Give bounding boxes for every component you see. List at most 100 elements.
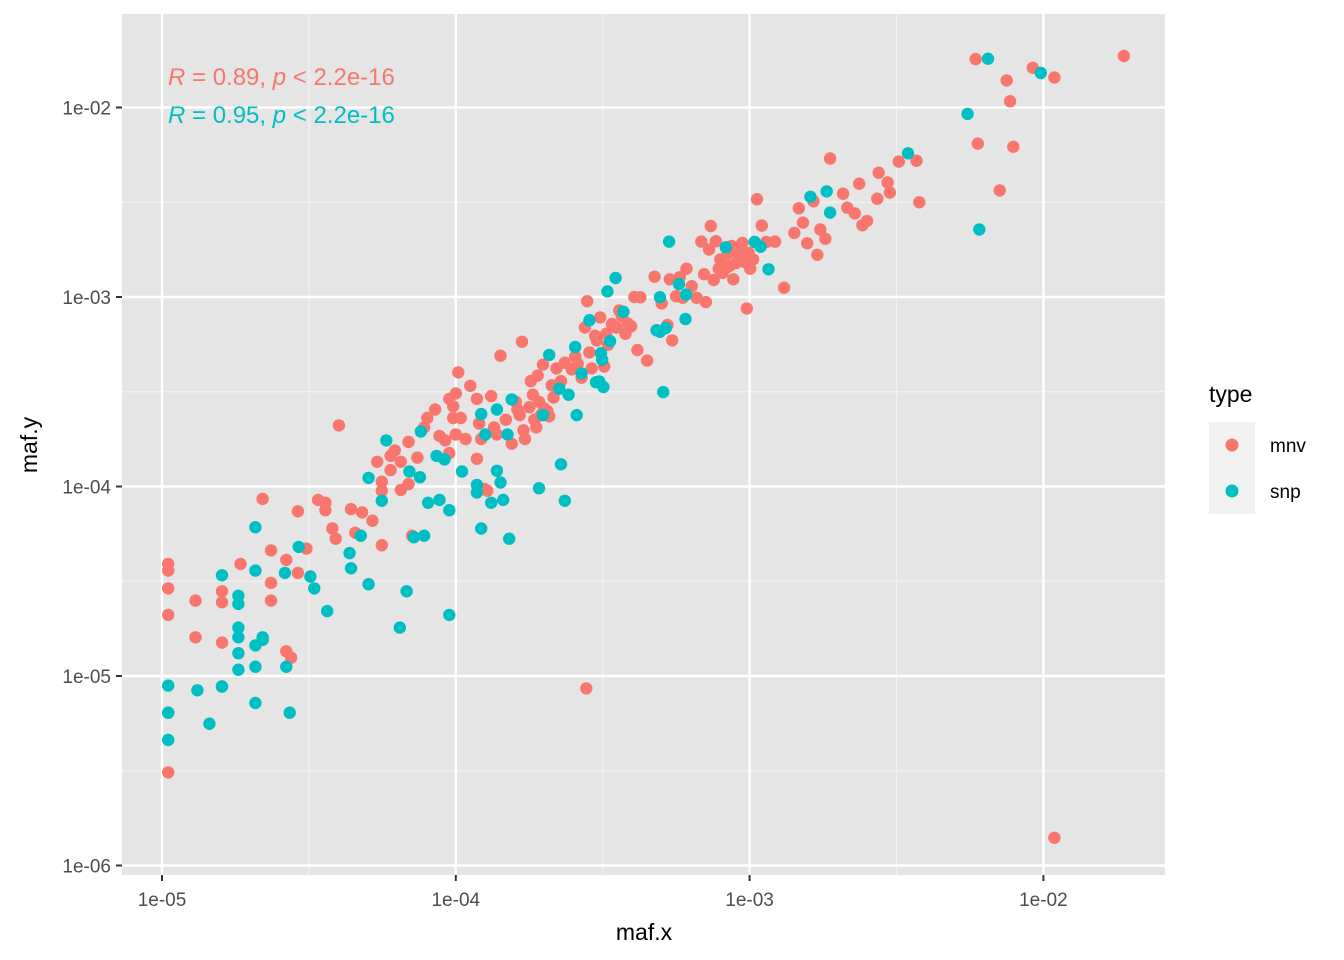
- data-point-mnv: [536, 358, 550, 371]
- data-point-snp: [543, 348, 556, 362]
- data-point-mnv: [490, 428, 504, 441]
- data-point-mnv: [264, 594, 278, 607]
- x-axis-title: maf.x: [616, 919, 673, 945]
- data-point-mnv: [394, 455, 407, 468]
- data-point-mnv: [993, 184, 1006, 197]
- data-point-mnv: [823, 152, 837, 165]
- data-point-snp: [400, 585, 413, 598]
- data-point-mnv: [291, 566, 305, 580]
- data-point-snp: [292, 540, 305, 554]
- x-axis: 1e-05 1e-04 1e-03 1e-02: [138, 875, 1068, 911]
- data-point-mnv: [375, 484, 388, 497]
- annotation-p-symbol: p: [272, 64, 286, 91]
- data-point-mnv: [666, 334, 679, 347]
- data-point-mnv: [910, 154, 923, 167]
- data-point-mnv: [447, 400, 460, 413]
- annotation-p-value: < 2.2e-16: [286, 102, 395, 129]
- data-point-mnv: [750, 193, 764, 206]
- data-point-snp: [232, 647, 245, 660]
- data-point-snp: [256, 631, 269, 644]
- x-tick-label: 1e-05: [138, 890, 187, 911]
- data-point-mnv: [580, 682, 593, 695]
- data-point-mnv: [215, 596, 229, 609]
- data-point-snp: [393, 621, 406, 634]
- data-point-snp: [558, 494, 571, 507]
- data-point-snp: [762, 263, 775, 276]
- data-point-mnv: [518, 432, 532, 446]
- data-point-mnv: [481, 484, 494, 497]
- data-point-snp: [672, 277, 686, 291]
- data-point-mnv: [740, 302, 753, 315]
- data-point-mnv: [388, 444, 401, 457]
- data-point-snp: [215, 569, 229, 582]
- data-point-snp: [653, 291, 667, 304]
- data-point-mnv: [796, 216, 810, 229]
- legend-title: type: [1209, 381, 1252, 407]
- data-point-snp: [203, 717, 216, 730]
- data-point-snp: [215, 680, 229, 693]
- data-point-mnv: [452, 366, 465, 379]
- data-point-snp: [617, 305, 630, 318]
- data-point-snp: [570, 408, 583, 422]
- data-point-mnv: [736, 236, 749, 250]
- data-point-snp: [362, 578, 375, 591]
- data-point-snp: [249, 696, 262, 710]
- data-point-snp: [479, 428, 492, 441]
- data-point-snp: [662, 235, 676, 248]
- data-point-mnv: [264, 576, 278, 590]
- data-point-mnv: [583, 346, 596, 359]
- data-point-snp: [278, 566, 292, 580]
- data-point-mnv: [624, 320, 638, 333]
- data-point-snp: [417, 529, 431, 542]
- data-point-mnv: [697, 268, 711, 281]
- data-point-mnv: [811, 248, 824, 261]
- data-point-mnv: [439, 434, 452, 447]
- data-point-snp: [823, 206, 837, 219]
- data-point-mnv: [189, 631, 202, 644]
- y-tick-label: 1e-06: [62, 857, 111, 878]
- data-point-mnv: [788, 226, 801, 240]
- data-point-snp: [657, 385, 670, 399]
- data-point-mnv: [499, 413, 512, 426]
- data-point-mnv: [162, 608, 175, 622]
- data-point-snp: [475, 522, 488, 535]
- data-point-snp: [901, 147, 915, 160]
- data-point-snp: [820, 185, 833, 198]
- data-point-mnv: [523, 401, 536, 414]
- x-tick-label: 1e-04: [431, 890, 480, 911]
- data-point-snp: [494, 476, 507, 489]
- data-point-mnv: [449, 428, 462, 441]
- data-point-mnv: [648, 270, 661, 283]
- data-point-snp: [679, 312, 692, 326]
- data-point-snp: [475, 407, 488, 421]
- data-point-snp: [414, 425, 427, 438]
- data-point-snp: [1034, 66, 1048, 80]
- data-point-mnv: [699, 295, 713, 309]
- data-point-mnv: [454, 411, 467, 425]
- data-point-snp: [249, 521, 262, 534]
- data-point-snp: [421, 496, 435, 509]
- data-point-snp: [569, 340, 582, 354]
- data-point-snp: [162, 733, 175, 747]
- x-tick-label: 1e-02: [1019, 890, 1068, 911]
- annotation-p-symbol: p: [272, 102, 286, 129]
- data-point-mnv: [515, 335, 529, 348]
- data-point-mnv: [344, 502, 358, 516]
- data-point-snp: [162, 679, 175, 692]
- legend: type mnv snp: [1209, 381, 1306, 514]
- data-point-mnv: [162, 564, 175, 577]
- data-point-mnv: [1000, 74, 1013, 87]
- data-point-snp: [413, 471, 427, 484]
- data-point-mnv: [836, 187, 850, 200]
- data-point-snp: [503, 532, 516, 545]
- data-point-mnv: [547, 391, 560, 404]
- data-point-mnv: [853, 177, 866, 190]
- data-point-mnv: [702, 243, 716, 256]
- correlation-annotation-mnv: R = 0.89, p < 2.2e-16: [168, 64, 395, 91]
- data-point-mnv: [264, 544, 278, 557]
- data-point-snp: [490, 403, 504, 416]
- data-point-snp: [438, 453, 451, 466]
- y-tick-label: 1e-03: [62, 288, 111, 309]
- data-point-snp: [232, 621, 245, 634]
